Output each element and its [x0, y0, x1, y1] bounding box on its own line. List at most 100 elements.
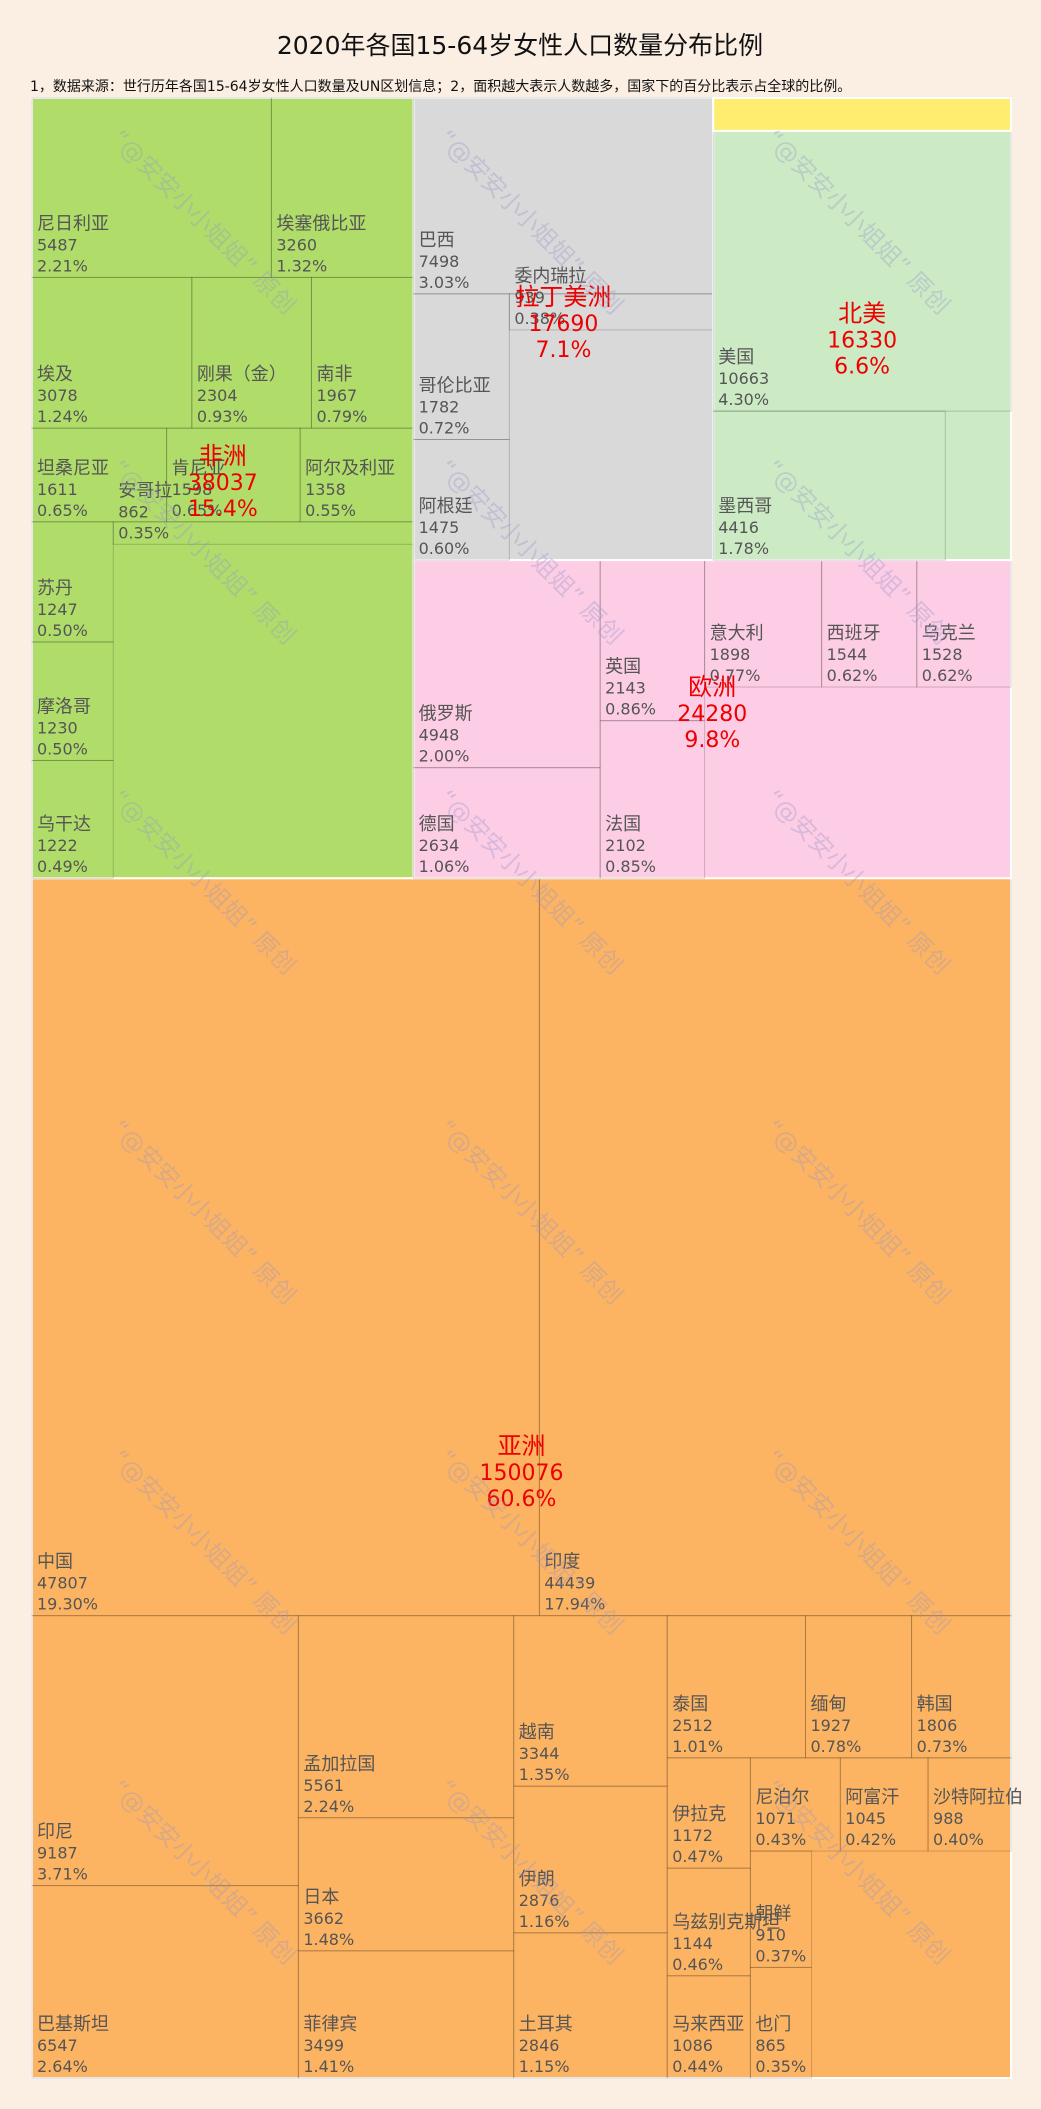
country-value: 2304	[197, 386, 238, 405]
country-block	[513, 1785, 668, 1934]
region-name: 非洲	[199, 442, 247, 470]
country-share: 1.41%	[303, 2057, 354, 2076]
country-name: 缅甸	[810, 1694, 846, 1715]
country-share: 3.03%	[419, 273, 470, 292]
country-name: 中国	[37, 1552, 73, 1573]
country-share: 0.38%	[514, 309, 565, 328]
country-value: 1927	[810, 1716, 851, 1735]
country-value: 2846	[519, 2036, 560, 2055]
country-share: 1.32%	[276, 256, 327, 275]
country-name: 英国	[605, 657, 641, 678]
country-name: 刚果（金）	[197, 364, 287, 385]
country-name: 越南	[519, 1722, 555, 1743]
country-name: 伊拉克	[672, 1804, 726, 1825]
country-name: 沙特阿拉伯	[933, 1787, 1023, 1808]
region-block	[31, 877, 1012, 2080]
country-name: 伊朗	[519, 1869, 555, 1890]
country-block	[666, 1757, 751, 1869]
country-name: 意大利	[710, 623, 764, 644]
region-share: 15.4%	[188, 497, 258, 522]
country-block	[666, 1867, 751, 1977]
country-share: 4.30%	[718, 390, 769, 409]
country-share: 1.35%	[519, 1765, 570, 1784]
country-share: 0.62%	[827, 666, 878, 685]
country-block	[911, 1615, 1012, 1759]
country-name: 苏丹	[37, 578, 73, 599]
country-name: 法国	[605, 814, 641, 835]
country-name: 南非	[316, 364, 352, 385]
country-share: 0.62%	[922, 666, 973, 685]
country-name: 摩洛哥	[37, 696, 91, 717]
country-block	[413, 293, 510, 441]
region-name: 拉丁美洲	[515, 283, 611, 311]
country-value: 3662	[303, 1909, 344, 1928]
country-block	[413, 767, 601, 879]
country-name: 阿尔及利亚	[305, 458, 395, 479]
country-value: 1045	[845, 1809, 886, 1828]
region-share: 60.6%	[487, 1487, 557, 1512]
country-value: 1071	[755, 1809, 796, 1828]
country-share: 1.78%	[718, 539, 769, 558]
country-block	[749, 1850, 813, 1968]
country-share: 0.60%	[419, 539, 470, 558]
country-value: 862	[118, 502, 149, 521]
country-name: 尼泊尔	[755, 1787, 809, 1808]
country-share: 0.85%	[605, 857, 656, 876]
country-name: 印度	[544, 1552, 580, 1573]
country-block	[297, 1950, 515, 2079]
region-share: 7.1%	[535, 338, 591, 363]
country-value: 2634	[419, 836, 460, 855]
country-name: 坦桑尼亚	[37, 458, 109, 479]
country-value: 1475	[419, 518, 460, 537]
country-block	[804, 1615, 913, 1759]
country-share: 0.35%	[118, 523, 169, 542]
country-value: 4416	[718, 518, 759, 537]
country-name: 俄罗斯	[419, 704, 473, 725]
country-share: 0.79%	[316, 407, 367, 426]
country-share: 0.50%	[37, 621, 88, 640]
region-block	[412, 97, 715, 562]
country-block	[712, 410, 946, 561]
country-share: 0.50%	[37, 739, 88, 758]
country-value: 1544	[827, 645, 868, 664]
region-block	[712, 129, 1013, 562]
country-value: 9187	[37, 1844, 78, 1863]
country-share: 0.40%	[933, 1830, 984, 1849]
country-name: 日本	[303, 1887, 339, 1908]
country-value: 1172	[672, 1826, 713, 1845]
country-share: 0.73%	[917, 1737, 968, 1756]
country-value: 3260	[276, 235, 317, 254]
country-value: 1230	[37, 718, 78, 737]
country-name: 乌克兰	[922, 623, 976, 644]
country-block	[31, 641, 114, 761]
region-block	[31, 97, 415, 880]
country-block	[749, 1966, 813, 2079]
country-name: 巴西	[419, 230, 455, 251]
country-share: 0.86%	[605, 700, 656, 719]
country-name: 埃及	[37, 364, 73, 385]
country-share: 2.00%	[419, 747, 470, 766]
country-share: 0.49%	[37, 857, 88, 876]
country-share: 0.65%	[172, 501, 223, 520]
country-value: 1782	[419, 398, 460, 417]
region-value: 24280	[677, 702, 747, 727]
region-share: 9.8%	[684, 728, 740, 753]
country-name: 德国	[419, 814, 455, 835]
country-block	[599, 720, 706, 879]
region-share: 6.6%	[834, 354, 890, 379]
country-name: 委内瑞拉	[514, 266, 586, 287]
country-value: 5487	[37, 235, 78, 254]
country-name: 西班牙	[827, 623, 881, 644]
country-block	[666, 1975, 751, 2079]
country-value: 1222	[37, 836, 78, 855]
chart-subtitle: 1，数据来源：世行历年各国15-64岁女性人口数量及UN区划信息；2，面积越大表…	[30, 78, 851, 95]
country-block	[31, 276, 193, 429]
country-name: 巴基斯坦	[37, 2014, 109, 2035]
country-value: 3344	[519, 1744, 560, 1763]
country-share: 1.16%	[519, 1912, 570, 1931]
country-share: 0.72%	[419, 419, 470, 438]
country-name: 孟加拉国	[303, 1754, 375, 1775]
country-name: 肯尼亚	[172, 458, 226, 479]
